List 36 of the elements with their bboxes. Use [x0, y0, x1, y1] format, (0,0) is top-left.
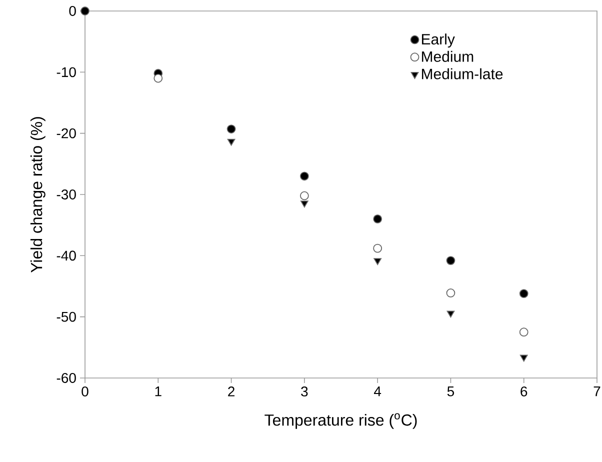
- point: [446, 256, 456, 265]
- y-tick-label: -60: [56, 373, 76, 383]
- point: [373, 214, 382, 224]
- y-tick-label: -10: [56, 67, 76, 78]
- point: [519, 328, 528, 337]
- point: [300, 200, 308, 208]
- y-axis-title: Yield change ratio (%): [30, 117, 46, 273]
- point: [374, 258, 382, 265]
- point: [300, 191, 309, 200]
- point: [80, 6, 90, 16]
- point: [300, 172, 309, 181]
- legend-label: Medium: [422, 50, 474, 62]
- x-tick-label: 2: [228, 386, 234, 396]
- x-tick-label: 5: [447, 386, 454, 396]
- point: [519, 289, 528, 298]
- point: [446, 310, 455, 318]
- x-tick-label: 4: [374, 386, 382, 396]
- x-tick-label: 6: [520, 386, 528, 396]
- y-tick-label: -20: [56, 128, 76, 138]
- point: [154, 74, 163, 83]
- y-tick-label: 0: [69, 6, 76, 16]
- y-tick-label: -40: [56, 250, 76, 261]
- x-tick-label: 3: [301, 386, 308, 396]
- legend-label: Medium-late: [422, 68, 503, 80]
- x-tick-label: 7: [594, 386, 600, 396]
- point: [373, 244, 382, 253]
- point: [226, 124, 236, 134]
- point: [227, 138, 236, 146]
- legend-label: Early: [422, 34, 455, 48]
- x-axis-title: Temperature rise ($^{o}$C): [264, 413, 417, 429]
- point: [446, 288, 456, 298]
- point: [520, 354, 528, 362]
- y-tick-label: -30: [56, 190, 76, 200]
- x-tick-label: 0: [82, 386, 88, 396]
- y-tick-label: -50: [56, 312, 76, 322]
- x-tick-label: 1: [155, 386, 162, 396]
